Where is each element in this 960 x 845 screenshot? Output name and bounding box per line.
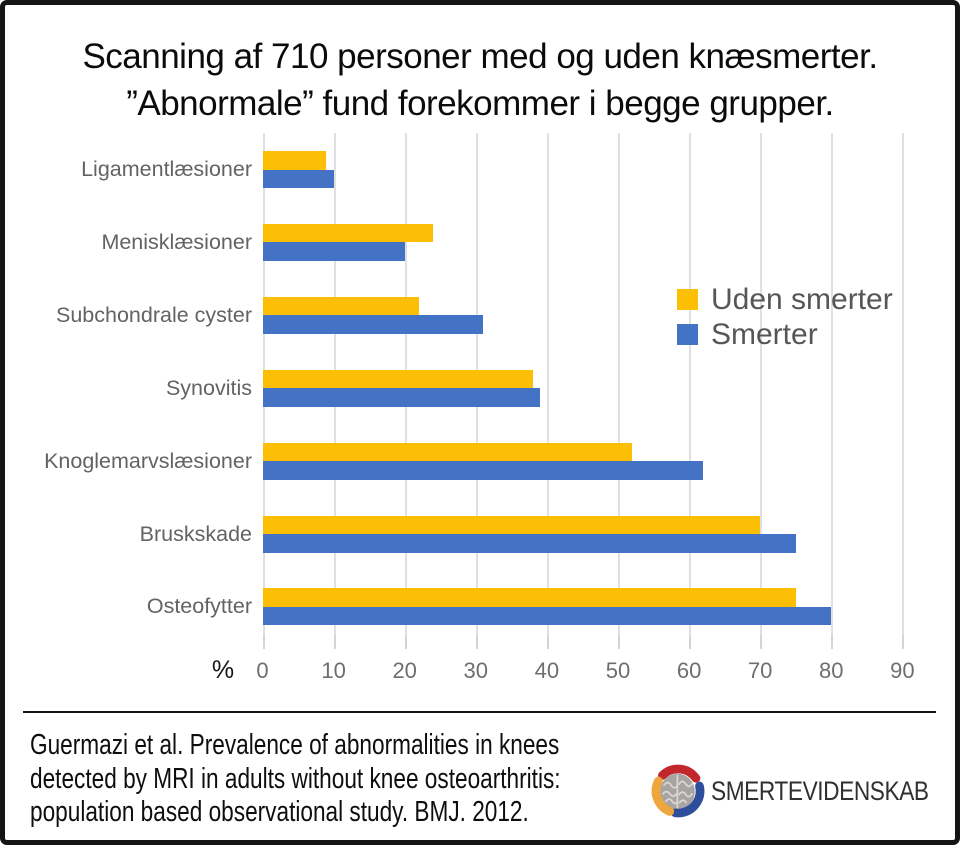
x-axis-tick-label: 40 [534,658,560,683]
axis-tick [760,635,763,649]
x-axis-unit-label: % [211,656,235,684]
bar-smerter [262,242,405,261]
x-axis-tick-label: 10 [321,658,346,683]
axis-tick [546,635,549,649]
legend: Uden smerter Smerter [677,282,893,352]
category-label: Osteofytter [146,594,252,619]
legend-label: Smerter [711,317,818,351]
category-label: Subchondrale cyster [56,302,252,327]
bar-uden-smerter [262,296,419,316]
bar-uden-smerter [262,223,434,243]
gridline [689,133,692,635]
bar-smerter [262,461,704,480]
category-label: Knoglemarvslæsioner [44,448,252,473]
bar-smerter [262,606,832,626]
logo-arc-yellow [651,764,705,818]
x-axis-tick-label: 80 [819,658,844,683]
x-axis-tick-label: 70 [747,658,773,683]
axis-tick [902,635,905,649]
x-axis-tick-label: 0 [256,658,269,683]
legend-item: Smerter [677,317,893,352]
bar-uden-smerter [262,588,796,607]
gridline [618,133,620,635]
citation-line3: population based observational study. BM… [30,796,529,828]
logo-wordmark: SMERTEVIDENSKAB [711,775,929,806]
category-label: Synovitis [165,375,252,400]
bar-uden-smerter [262,515,761,534]
x-axis-tick-label: 50 [605,658,631,683]
legend-swatch [677,324,698,345]
chart-area: 0 10 20 30 40 50 60 70 80 90% Ligamentlæsioner Meni… [5,5,955,840]
gridline [831,133,834,635]
logo-arc-red [651,764,705,818]
bar-uden-smerter [262,151,327,170]
axis-tick [689,635,692,649]
gridline [760,133,763,635]
x-axis-tick-label: 90 [890,658,915,683]
bar-smerter [262,388,540,407]
x-axis-tick-label: 20 [392,658,417,683]
axis-tick [404,635,407,649]
axis-tick [618,635,620,649]
bar-smerter [262,534,796,553]
bar-smerter [262,315,483,334]
citation-line2: detected by MRI in adults without knee o… [30,762,561,795]
smertevidenskab-logo: SMERTEVIDENSKAB [649,757,955,825]
gridline [546,133,549,635]
brain-folds [662,774,693,809]
chart-title: Scanning af 710 personer med og uden knæ… [5,33,955,127]
axis-tick [262,635,265,649]
footer-divider [23,711,936,713]
category-label: Ligamentlæsioner [81,157,252,181]
brain-hands-icon [651,764,705,818]
legend-swatch [677,289,698,310]
x-axis-tick-label: 30 [463,658,489,683]
chart-title-line1: Scanning af 710 personer med og uden knæ… [82,37,878,76]
x-axis-tick-label: 60 [676,658,702,683]
legend-label: Uden smerter [711,282,893,316]
bar-uden-smerter [262,369,533,389]
bar-smerter [262,169,334,188]
axis-tick [475,635,478,649]
category-label: Bruskskade [139,521,252,546]
citation-line1: Guermazi et al. Prevalence of abnormalit… [30,729,560,761]
logo-arc-blue [651,764,705,818]
chart-title-line2: ”Abnormale” fund forekommer i begge grup… [126,84,834,123]
legend-item: Uden smerter [677,282,893,317]
category-label: Menisklæsioner [101,229,252,254]
axis-tick [831,635,834,649]
citation: Guermazi et al. Prevalence of abnormalit… [30,729,561,830]
bar-uden-smerter [262,442,633,462]
gridline [902,133,905,635]
axis-tick [333,635,336,649]
